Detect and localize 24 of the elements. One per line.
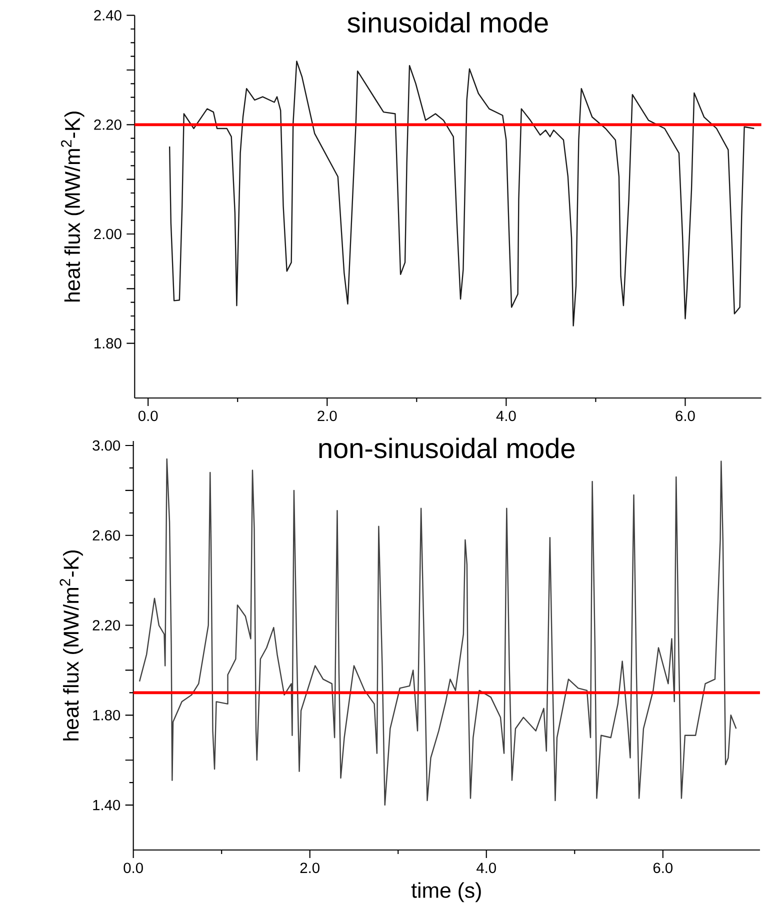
x-tick-label: 2.0	[300, 862, 320, 874]
y-tick-label: 3.00	[92, 440, 120, 451]
x-tick-label: 4.0	[496, 410, 516, 422]
y-axis-title: heat flux (MW/m$^{2}$-K)	[60, 550, 83, 740]
y-tick-label: 1.80	[93, 710, 120, 720]
y-tick-label: 2.20	[92, 620, 120, 630]
x-tick-label: 6.0	[676, 410, 695, 422]
line-series	[138, 458, 737, 806]
y-axis-title: heat flux (MW/m$^{2}$-K)	[61, 112, 84, 302]
x-tick-label: 0.0	[138, 410, 158, 422]
y-tick-label: 2.20	[94, 119, 122, 130]
y-tick-label: 2.00	[94, 228, 122, 240]
y-tick-label: 1.80	[94, 338, 122, 349]
chart-title: non-sinusoidal mode	[319, 438, 575, 458]
line-series	[168, 60, 755, 326]
y-tick-label: 2.60	[92, 530, 120, 541]
x-tick-label: 4.0	[476, 862, 496, 874]
x-tick-label: 6.0	[653, 862, 673, 874]
y-tick-label: 1.40	[93, 800, 120, 810]
x-axis-title: time (s)	[411, 882, 481, 902]
y-tick-label: 2.40	[94, 10, 122, 21]
chart-title: sinusoidal mode	[348, 12, 548, 33]
x-tick-label: 0.0	[124, 862, 143, 874]
x-tick-label: 2.0	[318, 410, 337, 422]
